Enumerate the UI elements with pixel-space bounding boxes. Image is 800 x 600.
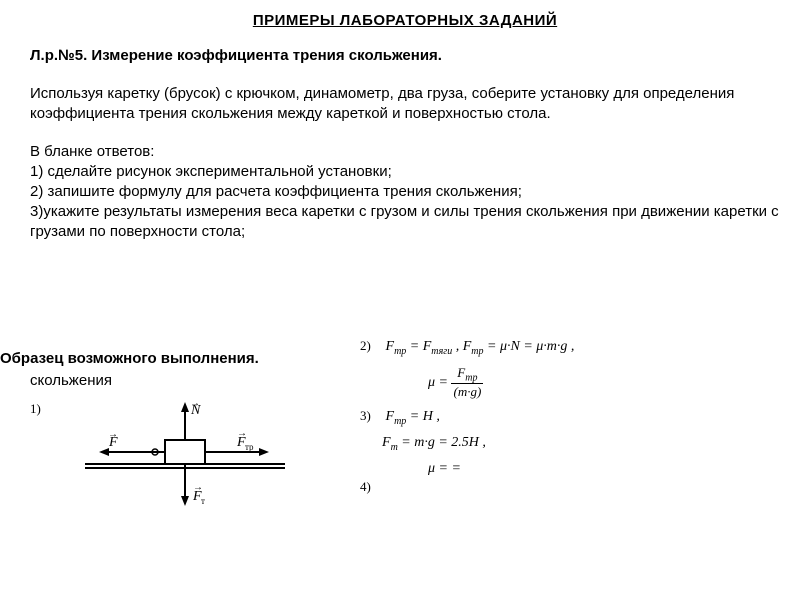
f2-comma: , xyxy=(567,339,574,354)
answers-lead: В бланке ответов: xyxy=(30,143,780,160)
item4-leftover: скольжения xyxy=(30,372,112,389)
f2-sep: , xyxy=(452,339,463,354)
f2a-sub: тр xyxy=(394,346,406,357)
section-title: Л.р.№5. Измерение коэффициента трения ск… xyxy=(30,47,780,64)
formula-num-4: 4) xyxy=(360,479,382,495)
formula-num-3: 3) xyxy=(360,408,382,424)
formula-line-4num: 4) xyxy=(360,479,780,496)
f2c: F xyxy=(463,339,472,354)
svg-text:тр: тр xyxy=(245,442,254,452)
setup-diagram: N → F → F тр → F т → xyxy=(65,400,305,510)
formula-num-2: 2) xyxy=(360,338,382,354)
formula-line-2: 2) Fтр = Fтяги , Fтр = μ·N = μ·m·g , xyxy=(360,338,780,357)
ft-sub: т xyxy=(391,442,398,453)
svg-text:→: → xyxy=(237,428,247,439)
formula-column: 2) Fтр = Fтяги , Fтр = μ·N = μ·m·g , μ =… xyxy=(360,338,780,504)
answer-item-2: 2) запишите формулу для расчета коэффици… xyxy=(30,182,780,202)
ft: F xyxy=(382,435,391,450)
formula-line-ft: Fт = m·g = 2.5H , xyxy=(360,435,780,453)
svg-text:→: → xyxy=(108,429,118,440)
svg-text:т: т xyxy=(201,496,205,506)
mu-lead: μ = xyxy=(428,375,451,390)
mu-fraction: Fтр (m·g) xyxy=(451,365,483,401)
ft-tail: = m·g = 2.5H xyxy=(398,435,479,450)
f2a: F xyxy=(386,339,395,354)
ft-comma: , xyxy=(479,435,486,450)
page-title: ПРИМЕРЫ ЛАБОРАТОРНЫХ ЗАДАНИЙ xyxy=(30,12,780,29)
svg-text:→: → xyxy=(193,482,203,493)
sample-answer-heading: Образец возможного выполнения. xyxy=(0,350,259,367)
frac-bot: (m·g) xyxy=(451,383,483,400)
diagram-marker: 1) xyxy=(30,401,41,416)
f2b-sub: тяги xyxy=(431,346,452,357)
answer-item-1: 1) сделайте рисунок экспериментальной ус… xyxy=(30,162,780,182)
f3-sub: тр xyxy=(394,416,406,427)
formula-line-3: 3) Fтр = H , xyxy=(360,408,780,427)
f2d: = μ·N = μ·m·g xyxy=(484,339,568,354)
formula-line-4mu: μ = = xyxy=(360,461,780,477)
f3-tail: = H xyxy=(406,409,433,424)
intro-text: Используя каретку (брусок) с крючком, ди… xyxy=(30,84,780,125)
f3: F xyxy=(386,409,395,424)
svg-text:→: → xyxy=(190,400,200,409)
f4-mu: μ = = xyxy=(428,461,461,476)
formula-line-mu: μ = Fтр (m·g) xyxy=(360,365,780,401)
f2c-sub: тр xyxy=(471,346,483,357)
frac-top-sub: тр xyxy=(465,372,477,383)
f3-comma: , xyxy=(433,409,440,424)
f2b: = F xyxy=(406,339,431,354)
answer-item-3: 3)укажите результаты измерения веса каре… xyxy=(30,202,780,243)
